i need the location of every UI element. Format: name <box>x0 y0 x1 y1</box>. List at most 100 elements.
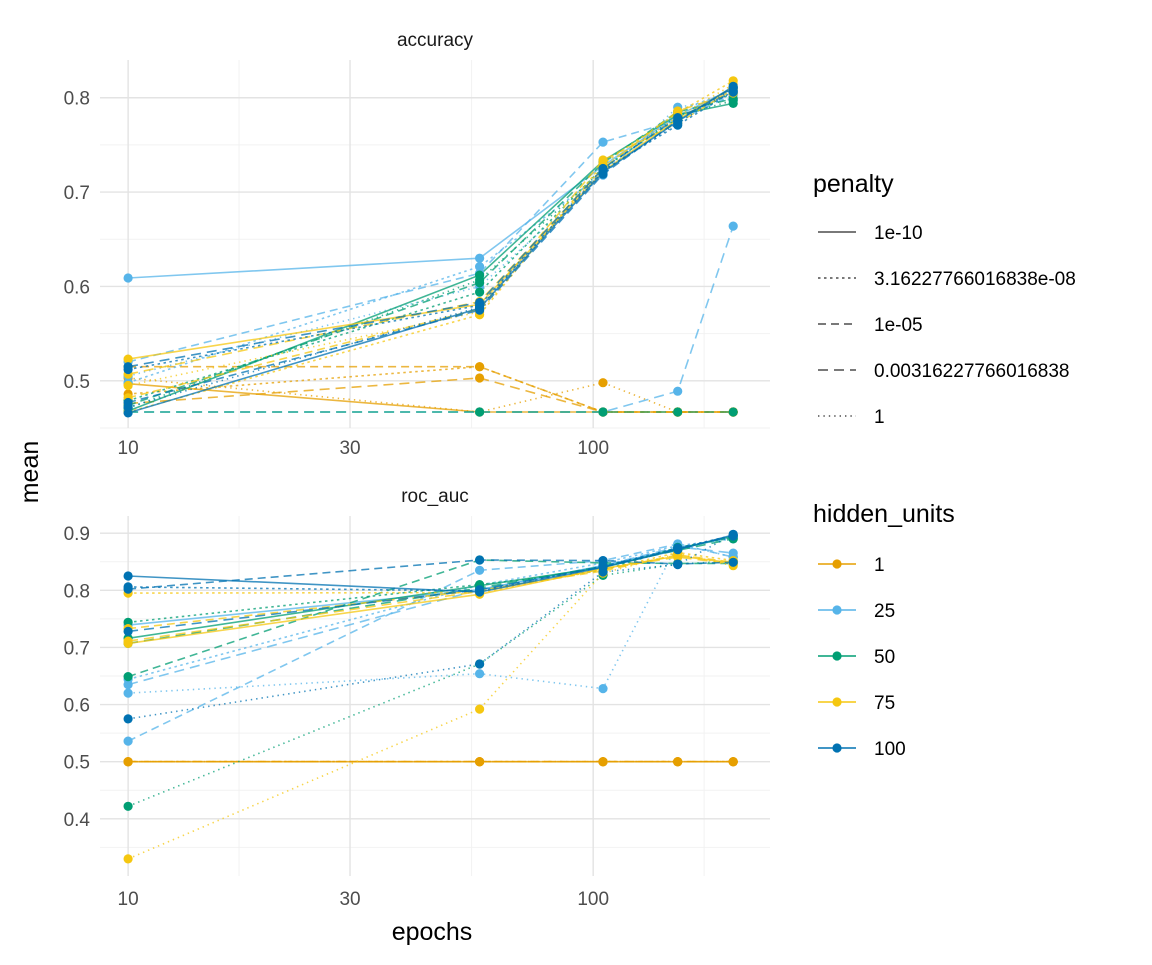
legend-key-point <box>832 743 842 753</box>
y-tick-label: 0.5 <box>64 372 90 393</box>
legend-label: 0.00316227766016838 <box>874 361 1069 382</box>
series-line-hu75 <box>127 86 734 360</box>
series-line-hu50 <box>127 97 734 407</box>
data-point-hu25 <box>123 680 133 690</box>
series-line-hu25 <box>127 97 734 377</box>
series-line-hu75 <box>128 554 734 630</box>
series-line-hu1 <box>128 377 734 413</box>
series-line-hu50 <box>127 559 734 678</box>
series-points <box>123 76 738 418</box>
y-tick-label: 0.6 <box>64 277 90 298</box>
panels-layer: accuracy 0.5 0.6 0.7 0.8 10 30 100 roc_auc 0.4 0.5… <box>64 30 770 910</box>
series-line-hu25 <box>128 87 734 279</box>
data-point-hu50 <box>123 801 133 811</box>
data-point-hu100 <box>123 626 133 637</box>
y-tick-label: 0.4 <box>64 810 91 831</box>
data-point-hu1 <box>728 757 738 767</box>
legend-label: 1e-10 <box>874 223 923 244</box>
data-point-hu1 <box>673 757 683 767</box>
data-point-hu25 <box>673 386 683 396</box>
x-tick-label: 100 <box>577 889 609 910</box>
series-line-hu50 <box>128 536 734 624</box>
data-point-hu1 <box>598 378 608 388</box>
data-point-hu75 <box>123 354 133 364</box>
data-point-hu75 <box>598 155 608 165</box>
y-tick-label: 0.8 <box>64 581 90 602</box>
x-tick-label: 30 <box>339 438 360 459</box>
legend-key-point <box>832 559 842 569</box>
data-point-hu100 <box>598 166 608 176</box>
data-point-hu50 <box>123 672 133 682</box>
data-point-hu50 <box>728 96 738 106</box>
series-line-hu1 <box>128 382 734 413</box>
data-point-hu50 <box>475 287 485 297</box>
data-point-hu75 <box>123 636 133 646</box>
legend-title-penalty: penalty <box>813 170 894 198</box>
x-tick-label: 10 <box>118 438 139 459</box>
legend-key-point <box>832 605 842 615</box>
legend-item-hidden-units: 50 <box>818 647 895 668</box>
y-tick-label: 0.6 <box>64 696 90 717</box>
series-line-hu100 <box>128 534 734 592</box>
series-lines <box>127 80 734 414</box>
legend-item-hidden-units: 1 <box>818 555 885 576</box>
legend-label: 1 <box>874 555 885 576</box>
series-line-hu50 <box>127 102 734 412</box>
y-axis-title: mean <box>16 441 44 504</box>
data-point-hu100 <box>728 557 738 567</box>
series-line-hu50 <box>127 99 734 409</box>
series-line-hu1 <box>128 377 734 413</box>
data-point-hu50 <box>475 407 485 417</box>
legend-item-penalty: 1e-05 <box>818 315 923 336</box>
data-point-hu50 <box>475 275 485 285</box>
x-tick-label: 100 <box>577 438 609 459</box>
legend-key-point <box>832 697 842 707</box>
data-point-hu25 <box>598 137 608 147</box>
data-point-hu25 <box>123 273 133 283</box>
strip-label-roc_auc: roc_auc <box>401 486 469 507</box>
data-point-hu25 <box>123 736 133 746</box>
legend-key-point <box>832 651 842 661</box>
data-point-hu25 <box>475 253 485 263</box>
data-point-hu1 <box>598 757 608 767</box>
data-point-hu50 <box>123 617 133 627</box>
series-line-hu75 <box>127 83 734 387</box>
y-tick-label: 0.5 <box>64 753 90 774</box>
series-line-hu75 <box>127 552 734 860</box>
data-point-hu100 <box>123 362 133 372</box>
series-line-hu100 <box>127 86 734 404</box>
legend-item-hidden-units: 75 <box>818 693 895 714</box>
data-point-hu100 <box>475 302 485 312</box>
data-point-hu100 <box>123 402 133 412</box>
legend: penalty 1e-10 3.16227766016838e-08 1e-05 0.0… <box>813 170 1076 760</box>
panel-roc_auc: roc_auc 0.4 0.5 0.6 0.7 0.8 0.9 10 30 100 <box>64 486 770 910</box>
series-points <box>123 529 738 864</box>
data-point-hu1 <box>475 757 485 767</box>
legend-item-hidden-units: 25 <box>818 601 895 622</box>
x-tick-label: 10 <box>118 889 139 910</box>
legend-label: 25 <box>874 601 895 622</box>
data-point-hu100 <box>598 556 608 566</box>
legend-item-penalty: 0.00316227766016838 <box>818 361 1069 382</box>
x-axis-title: epochs <box>392 918 473 946</box>
legend-label: 3.16227766016838e-08 <box>874 269 1076 290</box>
data-point-hu50 <box>728 407 738 417</box>
series-line-hu75 <box>127 88 734 399</box>
series-line-hu75 <box>127 556 734 642</box>
data-point-hu25 <box>598 684 608 694</box>
data-point-hu50 <box>673 407 683 417</box>
data-point-hu1 <box>475 373 485 383</box>
legend-item-penalty: 1e-10 <box>818 223 923 244</box>
data-point-hu25 <box>123 688 133 698</box>
series-line-hu25 <box>128 225 734 413</box>
legend-title-hidden-units: hidden_units <box>813 500 955 528</box>
data-point-hu100 <box>673 560 683 570</box>
data-point-hu1 <box>123 757 133 767</box>
data-point-hu100 <box>123 584 133 594</box>
data-point-hu100 <box>123 571 133 581</box>
data-point-hu25 <box>475 262 485 272</box>
series-line-hu25 <box>127 89 734 384</box>
legend-label: 75 <box>874 693 895 714</box>
